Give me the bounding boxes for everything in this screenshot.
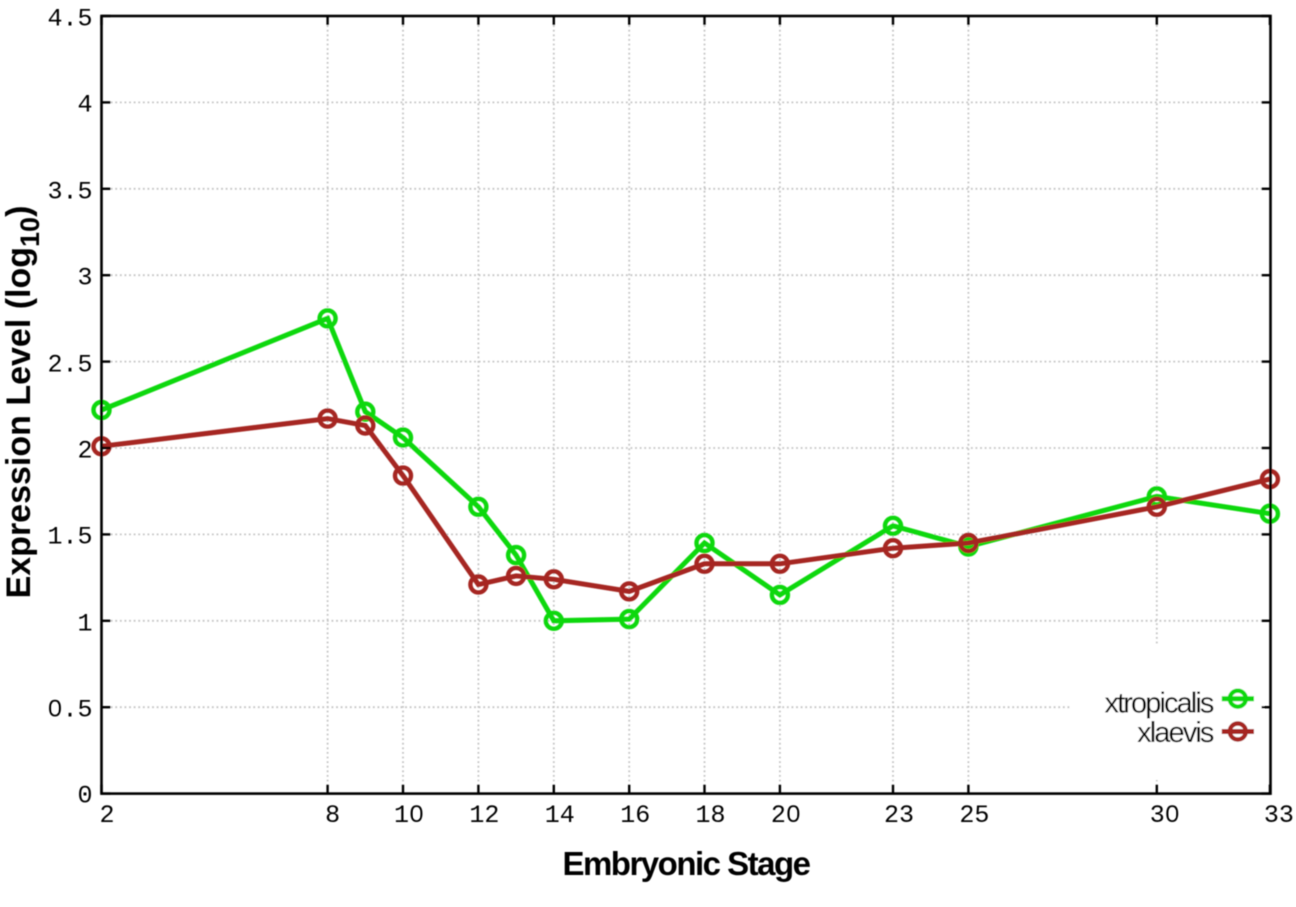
svg-text:20: 20: [771, 801, 801, 830]
svg-text:8: 8: [325, 801, 340, 830]
svg-text:4: 4: [77, 91, 92, 120]
svg-text:4.5: 4.5: [47, 5, 92, 34]
svg-text:0: 0: [77, 782, 92, 811]
svg-text:30: 30: [1150, 801, 1180, 830]
svg-text:1: 1: [77, 610, 92, 639]
svg-text:Expression Level (log10): Expression Level (log10): [0, 206, 45, 599]
svg-text:33: 33: [1264, 801, 1294, 830]
svg-text:2: 2: [77, 437, 92, 466]
svg-text:1.5: 1.5: [47, 523, 92, 552]
svg-text:Embryonic Stage: Embryonic Stage: [562, 845, 810, 882]
svg-text:10: 10: [394, 801, 424, 830]
svg-text:14: 14: [545, 801, 575, 830]
svg-text:16: 16: [620, 801, 650, 830]
svg-text:2: 2: [99, 801, 114, 830]
svg-text:3.5: 3.5: [47, 178, 92, 207]
svg-text:2.5: 2.5: [47, 351, 92, 380]
svg-text:23: 23: [884, 801, 914, 830]
svg-text:xtropicalis: xtropicalis: [1104, 688, 1213, 720]
svg-text:xlaevis: xlaevis: [1137, 717, 1214, 749]
svg-text:18: 18: [695, 801, 725, 830]
svg-text:12: 12: [469, 801, 499, 830]
svg-text:3: 3: [77, 264, 92, 293]
svg-text:25: 25: [959, 801, 989, 830]
